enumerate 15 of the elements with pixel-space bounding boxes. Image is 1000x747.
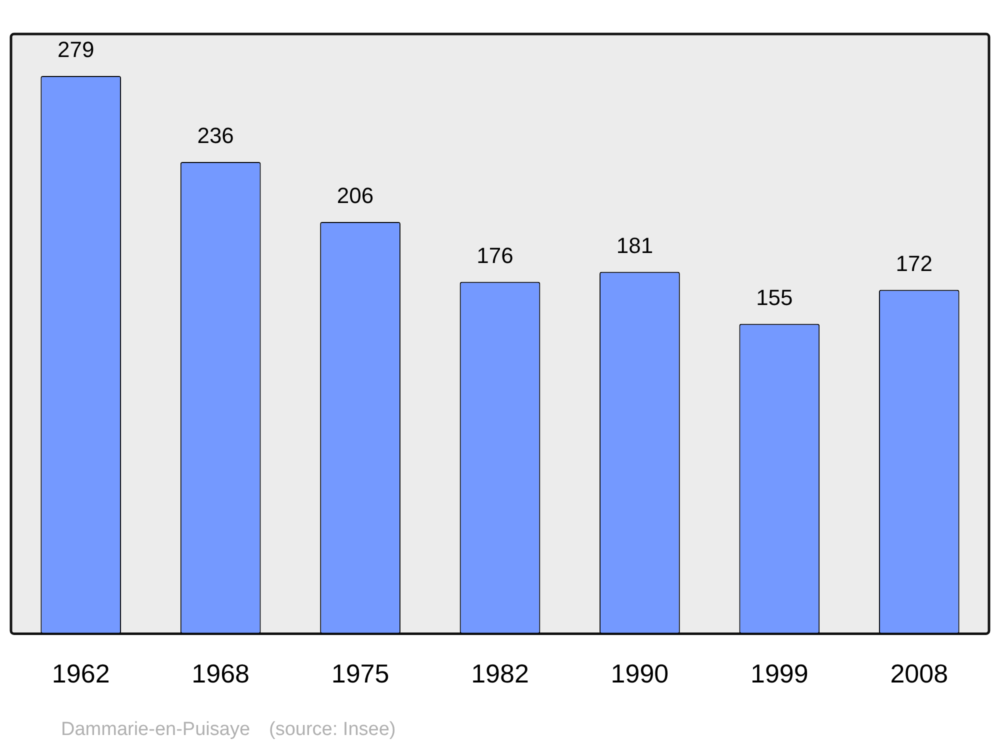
text: Dammarie-en-Puisaye (source: Insee) <box>61 719 396 740</box>
data-label: 181 <box>616 232 654 258</box>
x-tick-label: 2008 <box>890 658 948 689</box>
data-label: 236 <box>197 123 234 148</box>
data-label: 176 <box>476 242 514 268</box>
data-label: 172 <box>896 250 932 276</box>
data-label: 155 <box>756 284 793 310</box>
data-label: 279 <box>58 37 94 62</box>
x-tick-label: 1982 <box>471 658 529 689</box>
x-tick-label: 1999 <box>750 658 808 689</box>
data-label: 206 <box>336 183 374 208</box>
x-tick-label: 1990 <box>610 658 669 689</box>
x-tick-label: 1962 <box>52 658 110 689</box>
x-tick-label: 1968 <box>192 658 250 689</box>
x-tick-label: 1975 <box>331 658 390 689</box>
